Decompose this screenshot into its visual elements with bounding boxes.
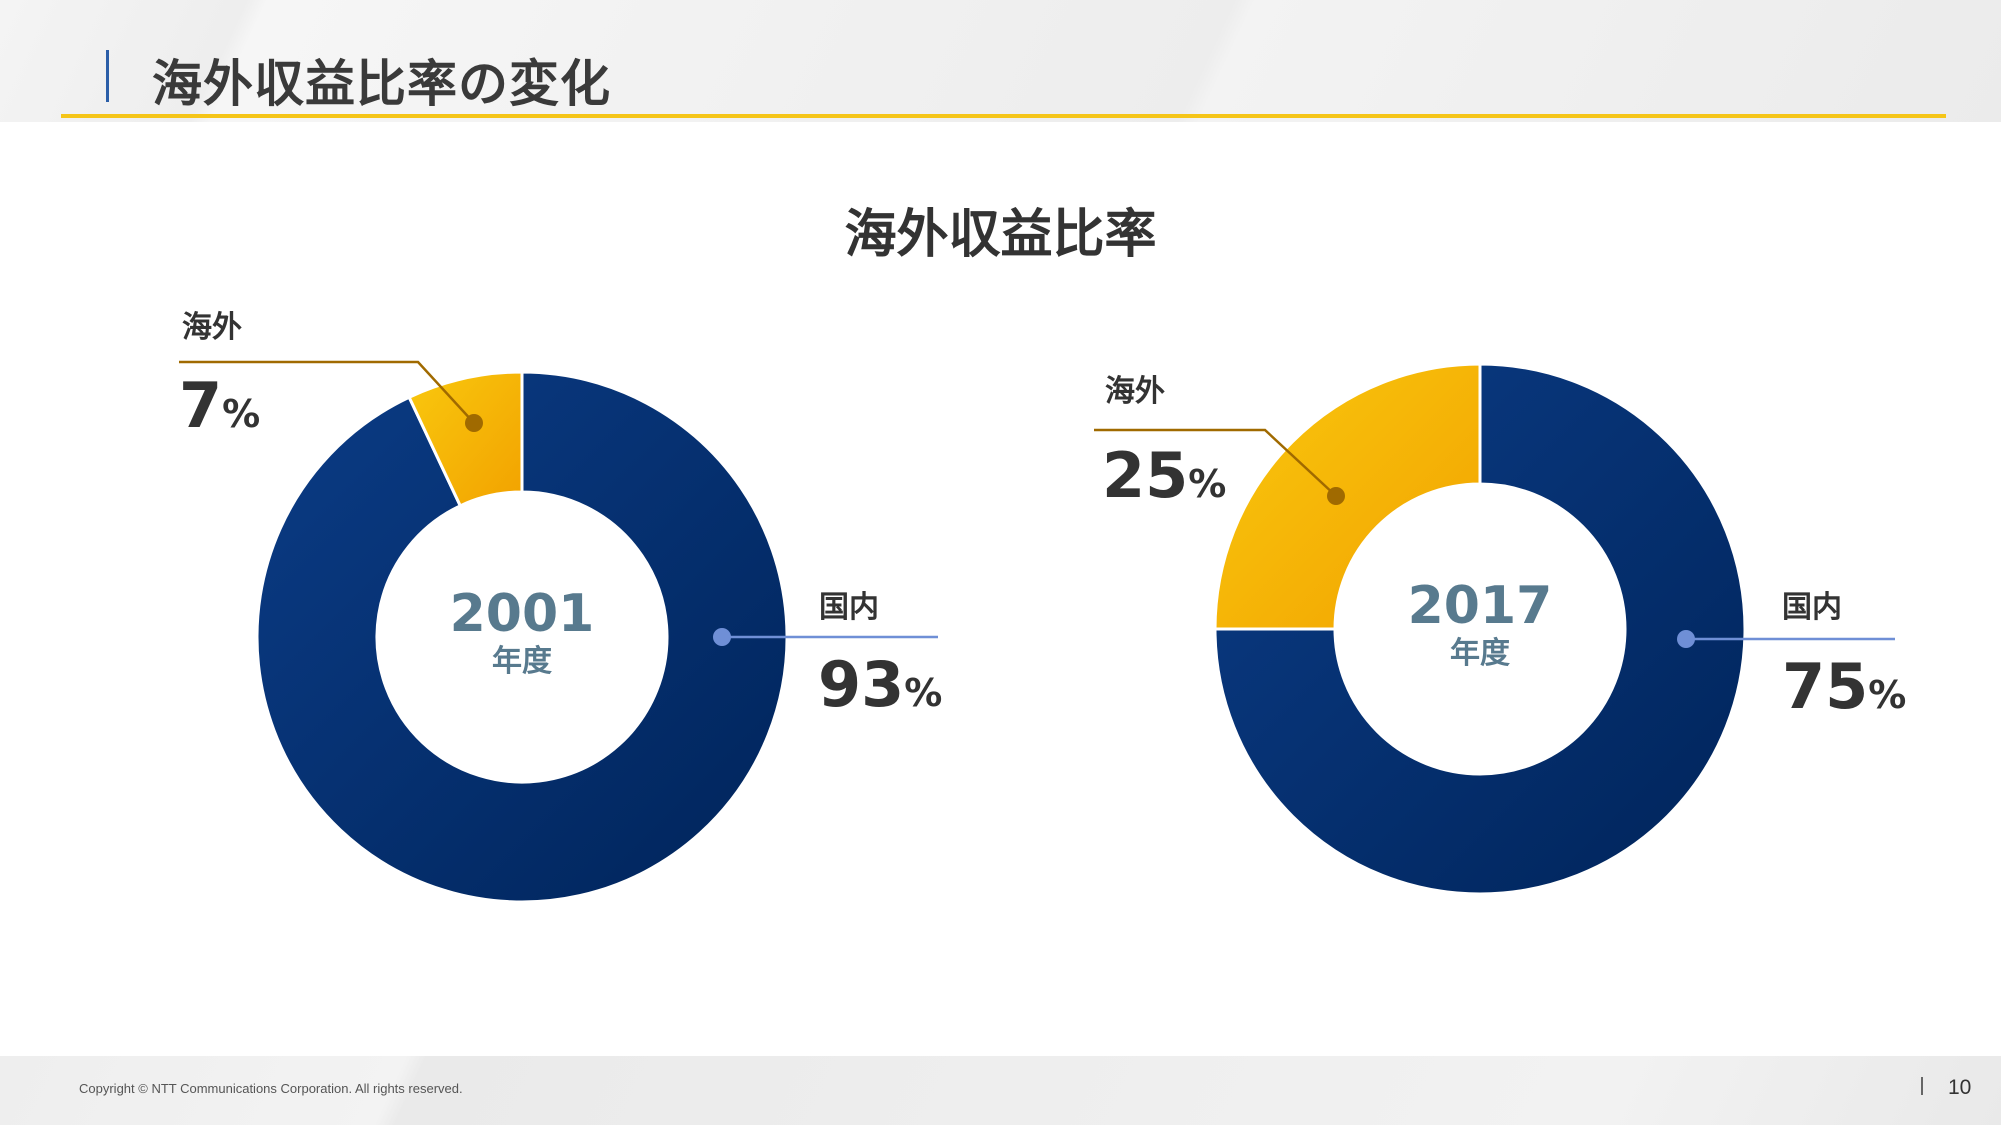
slice-domestic-2001 bbox=[255, 370, 789, 904]
label-value-domestic-2001: 93% bbox=[818, 648, 942, 721]
label-value-domestic-2017: 75% bbox=[1782, 650, 1906, 723]
slice-domestic-2017 bbox=[1213, 362, 1747, 896]
footer-band bbox=[0, 1056, 2001, 1125]
leader-dot-domestic-2017 bbox=[1677, 630, 1695, 648]
center-year-2001: 2001 bbox=[450, 584, 595, 644]
page-number-separator bbox=[1921, 1077, 1923, 1095]
page-number: 10 bbox=[1948, 1076, 1972, 1099]
label-name-domestic-2017: 国内 bbox=[1782, 590, 1842, 625]
label-value-overseas-2017-unit: % bbox=[1188, 462, 1226, 506]
leader-line-overseas-2017 bbox=[1094, 428, 1337, 497]
leader-dot-overseas-2017 bbox=[1327, 487, 1345, 505]
center-unit-2017: 年度 bbox=[1450, 636, 1510, 671]
center-unit-2001: 年度 bbox=[492, 644, 552, 679]
title-marker bbox=[106, 50, 109, 102]
label-name-domestic-2001: 国内 bbox=[819, 590, 879, 625]
chart-title: 海外収益比率 bbox=[844, 205, 1157, 265]
page-title: 海外収益比率の変化 bbox=[152, 55, 611, 113]
leader-dot-overseas-2001 bbox=[465, 414, 483, 432]
leader-line-overseas-2001 bbox=[179, 360, 475, 424]
label-value-overseas-2001-unit: % bbox=[222, 392, 260, 436]
copyright-text: Copyright © NTT Communications Corporati… bbox=[79, 1081, 463, 1096]
leader-dot-domestic-2001 bbox=[713, 628, 731, 646]
label-value-overseas-2001: 7% bbox=[179, 369, 260, 442]
label-name-overseas-2001: 海外 bbox=[182, 310, 242, 345]
label-name-overseas-2017: 海外 bbox=[1105, 374, 1165, 409]
slice-overseas-2017 bbox=[1213, 362, 1482, 631]
center-year-2017: 2017 bbox=[1408, 576, 1553, 636]
slice-overseas-2001 bbox=[407, 370, 524, 508]
label-value-domestic-2001-unit: % bbox=[904, 671, 942, 715]
title-underline bbox=[61, 114, 1946, 118]
label-value-domestic-2017-unit: % bbox=[1868, 673, 1906, 717]
label-value-overseas-2017: 25% bbox=[1102, 439, 1226, 512]
header-band bbox=[0, 0, 2001, 122]
